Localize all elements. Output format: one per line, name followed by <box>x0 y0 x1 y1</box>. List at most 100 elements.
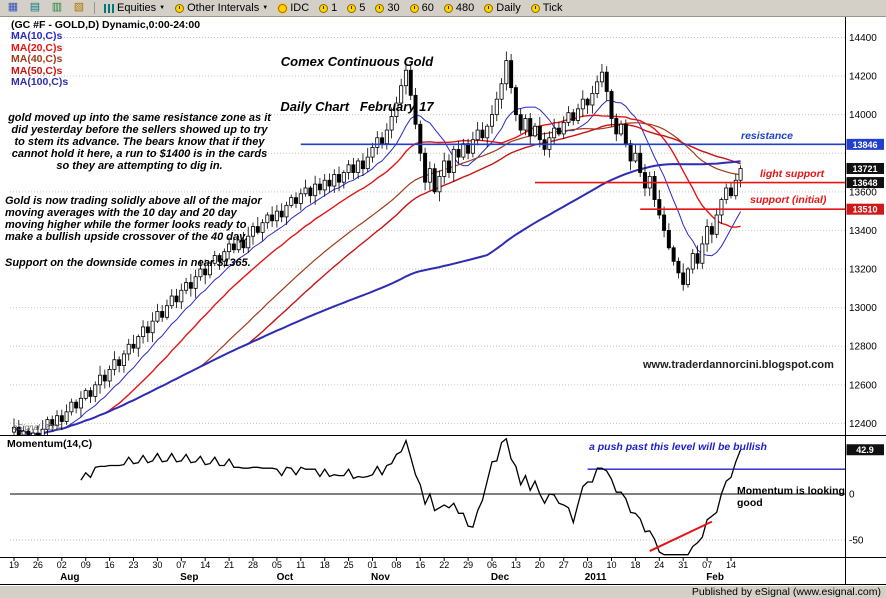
toolbar: ▦ ▤ ▥ ▧ Equities ▼ Other Intervals ▼ IDC 1 5 30 60 48… <box>0 0 886 17</box>
svg-text:Dec: Dec <box>491 572 510 583</box>
annotation-paragraph-1: gold moved up into the same resistance z… <box>8 112 271 172</box>
svg-text:16: 16 <box>415 560 425 570</box>
ma-legend-row-MA20Cs: MA(20,C)s <box>11 41 63 54</box>
chart-window: 14400 14200 14000 13600 13400 13200 13000 12800… <box>0 17 886 585</box>
symbol-legend: (GC #F - GOLD,D) Dynamic,0:00-24:00 <box>11 19 201 31</box>
svg-text:13200: 13200 <box>849 265 877 276</box>
annotation-paragraph-3: Support on the downside comes in near $1… <box>5 257 251 269</box>
chart-window-icon[interactable]: ▤ <box>25 0 45 16</box>
toolbar-button-label: 5 <box>359 2 366 14</box>
svg-text:14400: 14400 <box>849 33 877 44</box>
toolbar-button-label: 60 <box>421 2 434 14</box>
sun-icon <box>278 3 288 13</box>
svg-text:-50: -50 <box>849 536 864 547</box>
ma-legend-row-MA100Cs: MA(100,C)s <box>11 76 69 88</box>
svg-text:08: 08 <box>391 560 401 570</box>
ma-legend-row-MA50Cs: MA(50,C)s <box>11 64 63 77</box>
svg-text:09: 09 <box>81 560 91 570</box>
chevron-down-icon: ▼ <box>262 5 269 11</box>
svg-text:13400: 13400 <box>849 226 877 237</box>
svg-text:02: 02 <box>57 560 67 570</box>
toolbar-button-label: Other Intervals <box>187 2 260 14</box>
toolbar-button-60[interactable]: 60 <box>406 1 438 15</box>
toolbar-button-label: 480 <box>455 2 475 14</box>
toolbar-button-tick[interactable]: Tick <box>527 1 567 15</box>
toolbar-button-480[interactable]: 480 <box>440 1 478 15</box>
svg-text:Aug: Aug <box>60 572 79 583</box>
resistance-label: resistance <box>741 130 793 142</box>
support-initial-label: support (initial) <box>750 194 827 206</box>
quote-board-icon[interactable]: ▦ <box>3 0 23 16</box>
svg-text:Nov: Nov <box>371 572 390 583</box>
svg-text:28: 28 <box>248 560 258 570</box>
toolbar-button-label: IDC <box>290 2 310 14</box>
svg-text:13000: 13000 <box>849 303 877 314</box>
toolbar-button-5[interactable]: 5 <box>343 1 369 15</box>
ma-legend-row-MA40Cs: MA(40,C)s <box>11 53 63 65</box>
clock-icon <box>443 3 453 13</box>
svg-text:13510: 13510 <box>852 205 877 215</box>
svg-text:Sep: Sep <box>180 572 198 583</box>
moving-averages-layer <box>13 99 742 436</box>
svg-text:23: 23 <box>128 560 138 570</box>
svg-text:16: 16 <box>105 560 115 570</box>
svg-text:11: 11 <box>296 560 305 570</box>
toolbar-button-daily[interactable]: Daily <box>480 1 524 15</box>
price-box-13648 <box>846 177 884 189</box>
overlay-lines-layer <box>300 143 845 211</box>
price-box-13721 <box>846 162 884 174</box>
toolbar-button-other-intervals[interactable]: Other Intervals ▼ <box>171 1 272 15</box>
svg-text:07: 07 <box>176 560 186 570</box>
svg-text:01: 01 <box>367 560 377 570</box>
chart-canvas[interactable]: 1440014200140001360013400132001300012800… <box>0 17 886 585</box>
toolbar-button-idc[interactable]: IDC <box>274 1 313 15</box>
svg-text:Oct: Oct <box>277 572 294 583</box>
svg-text:12600: 12600 <box>849 380 877 391</box>
svg-text:25: 25 <box>344 560 354 570</box>
svg-text:13600: 13600 <box>849 187 877 198</box>
chart-title: Comex Continuous Gold Daily Chart Februa… <box>248 24 466 144</box>
svg-text:22: 22 <box>439 560 449 570</box>
candles-layer <box>11 51 743 436</box>
svg-text:21: 21 <box>224 560 234 570</box>
svg-text:42.9: 42.9 <box>856 445 874 455</box>
momentum-layer <box>10 437 845 556</box>
svg-text:12800: 12800 <box>849 342 877 353</box>
svg-text:31: 31 <box>678 560 688 570</box>
toolbar-button-1[interactable]: 1 <box>315 1 341 15</box>
svg-text:12400: 12400 <box>849 419 877 430</box>
copyright-note: eSignal, 2009 <box>13 423 62 432</box>
toolbar-button-label: Daily <box>496 2 521 14</box>
price-box-13510 <box>846 203 884 215</box>
toolbar-button-label: 30 <box>387 2 400 14</box>
ma-legend: MA(10,C)s MA(20,C)s MA(40,C)s MA(50,C)s MA(1… <box>11 30 69 89</box>
clock-icon <box>319 3 329 13</box>
light-support-label: light support <box>760 168 825 180</box>
toolbar-separator <box>94 2 95 14</box>
svg-text:14000: 14000 <box>849 110 877 121</box>
svg-text:18: 18 <box>320 560 330 570</box>
svg-text:07: 07 <box>702 560 712 570</box>
svg-text:19: 19 <box>9 560 19 570</box>
svg-text:05: 05 <box>272 560 282 570</box>
svg-text:18: 18 <box>630 560 640 570</box>
svg-text:13: 13 <box>511 560 521 570</box>
x-axis: 19 26 02 09 16 23 30 07 14 21 28 05 11 18 25 01 08 16 22 29… <box>9 558 736 583</box>
ma-line-10 <box>13 99 742 435</box>
annotation-paragraph-2: Gold is now trading solidly above all of… <box>5 195 262 243</box>
svg-text:29: 29 <box>463 560 473 570</box>
layout-window-icon[interactable]: ▧ <box>69 0 89 16</box>
ma-line-100 <box>13 160 741 436</box>
ma-legend-row-MA10Cs: MA(10,C)s <box>11 30 63 42</box>
momentum-trendline <box>649 520 713 552</box>
svg-text:2011: 2011 <box>585 572 607 583</box>
svg-text:0: 0 <box>849 490 855 501</box>
toolbar-button-equities[interactable]: Equities ▼ <box>100 1 169 15</box>
svg-text:03: 03 <box>583 560 593 570</box>
price-box-13846 <box>846 138 884 150</box>
momentum-line <box>80 437 742 556</box>
toolbar-button-30[interactable]: 30 <box>371 1 403 15</box>
detail-window-icon[interactable]: ▥ <box>47 0 67 16</box>
ma-line-20 <box>13 114 741 436</box>
